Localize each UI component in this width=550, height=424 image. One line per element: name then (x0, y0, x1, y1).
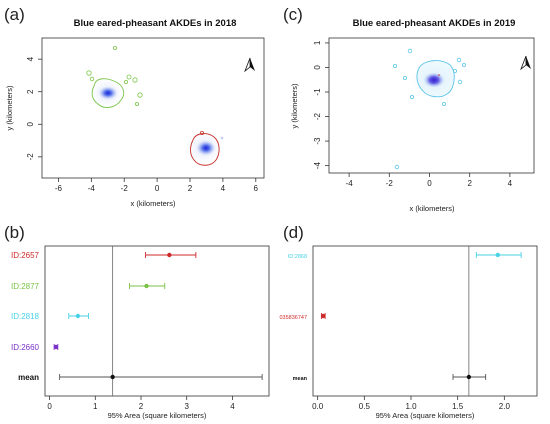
a-xtick-label: 4 (221, 184, 226, 193)
d-xtick-label: 0.0 (312, 402, 324, 411)
north-arrow-icon-a (244, 57, 255, 73)
a-xtick-label: 0 (155, 184, 160, 193)
b-estimate-point (144, 283, 149, 289)
panel-label-a: (a) (4, 5, 25, 24)
d-xtick-label: 1.5 (452, 402, 464, 411)
panel-a-range-2877 (86, 46, 143, 109)
panel-b: 0 1 2 3 4 ID:2657 ID:2877 ID:2818 ID:2660 mean 9… (11, 245, 270, 420)
panel-c-range-2868 (392, 48, 466, 170)
c-ytick-label: 0 (313, 65, 322, 70)
c-ytick-label: -1 (313, 88, 322, 96)
panel-a-contour-red (190, 133, 220, 166)
b-row-id2818: ID:2818 (11, 312, 89, 321)
b-estimate-point (53, 344, 59, 350)
panel-a-xlabel: x (kilometers) (130, 199, 176, 208)
panel-d-frame (312, 245, 538, 397)
a-xtick-label: 6 (254, 184, 259, 193)
b-estimate-point (75, 313, 81, 319)
b-estimate-point (167, 252, 172, 258)
d-xtick-label: 1.0 (405, 402, 417, 411)
d-estimate-point (321, 313, 326, 319)
panel-a-title: Blue eared-pheasant AKDEs in 2018 (74, 18, 237, 29)
panel-c-density-2868 (423, 72, 445, 88)
a-ytick-label: -2 (26, 153, 35, 161)
b-xtick-label: 3 (184, 402, 189, 411)
panel-a-ylabel: y (kilometers) (5, 85, 14, 131)
north-arrow-icon-c (520, 55, 531, 71)
b-xtick-label: 4 (230, 402, 235, 411)
c-xtick-label: 4 (508, 179, 513, 188)
c-xtick-label: 0 (427, 179, 432, 188)
panel-c-frame (328, 37, 535, 174)
d-row-label: ID:2868 (288, 254, 307, 260)
b-row-id2657: ID:2657 (11, 251, 197, 260)
panel-c: -4 -2 0 2 4 -4 -3 -2 -1 0 1 x (kilometers) y (kil… (290, 37, 535, 213)
d-estimate-point (495, 252, 500, 258)
c-ytick-label: -4 (313, 162, 322, 170)
panel-c-xlabel: x (kilometers) (409, 204, 455, 213)
c-ytick-label: 1 (313, 40, 322, 45)
c-ytick-label: -2 (313, 112, 322, 120)
a-xtick-label: -4 (88, 184, 96, 193)
a-ytick-label: 2 (26, 89, 35, 94)
panel-a-density-2657 (196, 140, 216, 156)
d-row-035836747: 035836747 (279, 313, 326, 321)
d-row-label: 035836747 (279, 315, 307, 321)
b-estimate-point (110, 374, 115, 380)
c-ytick-label: -3 (313, 137, 322, 145)
c-xtick-label: 2 (467, 179, 472, 188)
b-row-id2877: ID:2877 (11, 282, 166, 291)
b-row-mean: mean (18, 373, 263, 382)
b-row-label: ID:2877 (11, 282, 40, 291)
c-xtick-label: -2 (386, 179, 394, 188)
b-xtick-label: 0 (47, 402, 52, 411)
b-row-label: ID:2660 (11, 343, 40, 352)
d-xtick-label: 0.5 (359, 402, 371, 411)
panel-c-ylabel: y (kilometers) (290, 83, 299, 129)
b-xtick-label: 2 (139, 402, 144, 411)
panel-label-c: (c) (283, 5, 303, 24)
a-xtick-label: -6 (55, 184, 63, 193)
a-ytick-label: 4 (26, 56, 35, 61)
d-row-mean: mean (293, 374, 487, 382)
b-row-label: ID:2657 (11, 251, 40, 260)
panel-b-xlabel: 95% Area (square kilometers) (108, 411, 207, 420)
a-ytick-label: 0 (26, 122, 35, 127)
d-estimate-point (466, 374, 472, 380)
b-xtick-label: 1 (93, 402, 98, 411)
d-row-id2868: ID:2868 (288, 252, 522, 260)
panel-a-range-2657 (184, 130, 224, 166)
panel-a-contour-green (91, 78, 125, 108)
panel-b-frame (44, 245, 270, 397)
a-xtick-label: 2 (188, 184, 193, 193)
panel-d-xlabel: 95% Area (square kilometers) (376, 411, 475, 420)
panel-a-frame (41, 37, 265, 179)
a-xtick-label: -2 (121, 184, 129, 193)
panel-d: 0.0 0.5 1.0 1.5 2.0 ID:2868 035836747 mean 95%… (279, 245, 538, 420)
b-row-id2660: ID:2660 (11, 343, 59, 352)
b-row-label: mean (18, 373, 39, 382)
panel-c-title: Blue eared-pheasant AKDEs in 2019 (353, 18, 516, 29)
b-row-label: ID:2818 (11, 312, 40, 321)
panel-label-d: (d) (283, 223, 304, 242)
d-xtick-label: 2.0 (499, 402, 511, 411)
panel-a-density-2877 (98, 86, 118, 100)
panel-label-b: (b) (4, 223, 25, 242)
c-xtick-label: -4 (346, 179, 354, 188)
d-row-label: mean (293, 376, 308, 382)
